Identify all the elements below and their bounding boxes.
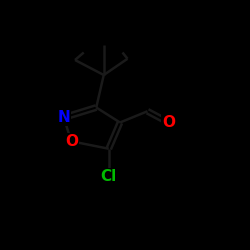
Text: N: N [57,110,70,125]
Text: O: O [162,115,175,130]
Text: Cl: Cl [100,169,117,184]
Text: O: O [65,134,78,149]
